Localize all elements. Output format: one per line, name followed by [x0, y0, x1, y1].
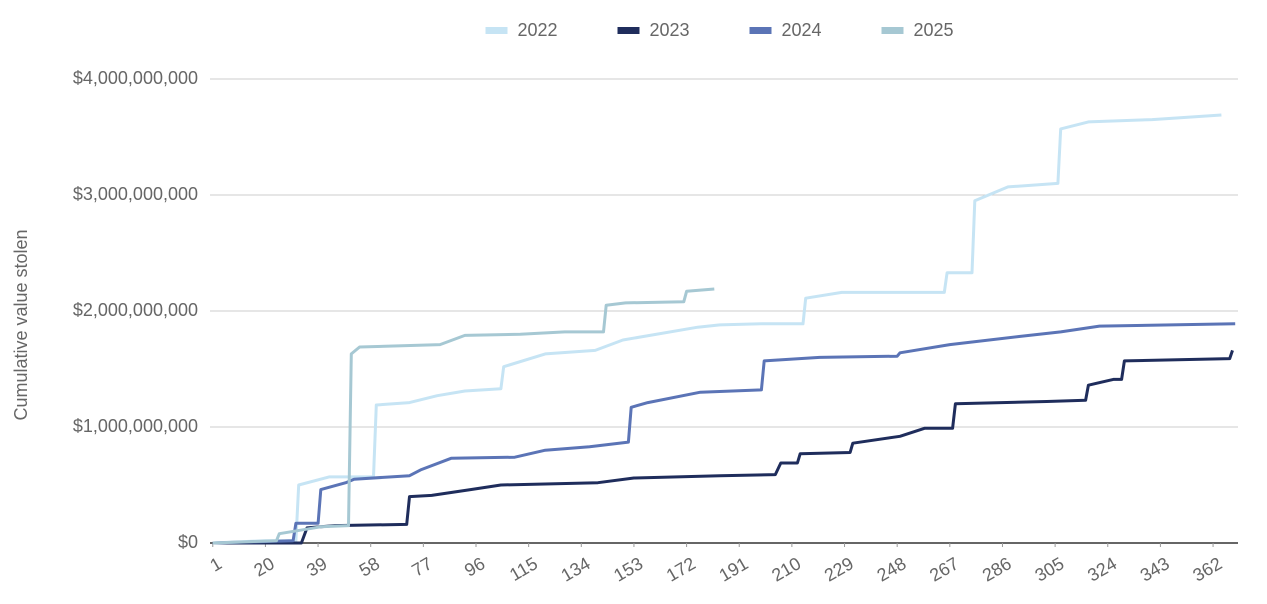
- x-tick-label: 1: [206, 553, 225, 575]
- x-tick-label: 210: [768, 553, 804, 585]
- legend-swatch: [485, 27, 508, 34]
- legend-swatch: [881, 27, 904, 34]
- x-tick-label: 96: [461, 553, 488, 580]
- x-tick-label: 172: [663, 553, 699, 585]
- x-tick-label: 305: [1031, 553, 1067, 585]
- x-tick-label: 77: [408, 553, 435, 580]
- x-tick-label: 134: [558, 553, 594, 585]
- x-tick-label: 58: [356, 553, 383, 580]
- y-tick-label: $2,000,000,000: [73, 300, 198, 320]
- x-tick-label: 229: [821, 553, 857, 585]
- y-tick-label: $0: [178, 532, 198, 552]
- x-tick-label: 324: [1084, 553, 1120, 585]
- legend-label: 2024: [782, 20, 822, 40]
- x-tick-label: 343: [1137, 553, 1173, 585]
- y-tick-label: $4,000,000,000: [73, 68, 198, 88]
- x-tick-label: 267: [926, 553, 962, 585]
- x-tick-label: 362: [1189, 553, 1225, 585]
- x-tick-label: 248: [874, 553, 910, 585]
- legend-label: 2023: [650, 20, 690, 40]
- legend-swatch: [749, 27, 772, 34]
- y-tick-label: $1,000,000,000: [73, 416, 198, 436]
- x-tick-label: 191: [716, 553, 752, 585]
- x-tick-label: 39: [303, 553, 330, 580]
- legend-label: 2025: [914, 20, 954, 40]
- y-axis-title: Cumulative value stolen: [11, 229, 31, 420]
- y-tick-label: $3,000,000,000: [73, 184, 198, 204]
- legend-label: 2022: [518, 20, 558, 40]
- x-tick-label: 115: [506, 553, 541, 585]
- legend-swatch: [617, 27, 640, 34]
- line: [212, 322, 1236, 545]
- line: [212, 349, 1234, 545]
- line: [212, 287, 715, 545]
- x-tick-label: 153: [610, 553, 646, 585]
- x-tick-label: 286: [979, 553, 1015, 585]
- x-tick-label: 20: [250, 553, 277, 580]
